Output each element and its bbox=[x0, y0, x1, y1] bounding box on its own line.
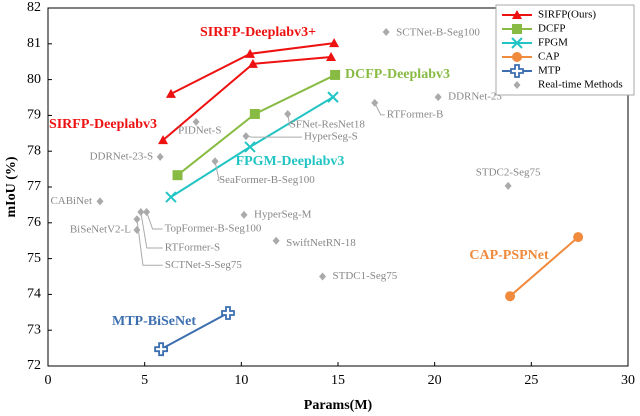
point-label: PIDNet-S bbox=[178, 124, 221, 136]
point bbox=[137, 208, 145, 217]
line-annotation: MTP-BiSeNet bbox=[112, 314, 196, 329]
series-line bbox=[509, 236, 579, 297]
point-label: SCTNet-S-Seg75 bbox=[165, 259, 243, 271]
leader-line bbox=[245, 135, 302, 138]
y-tick-label: 78 bbox=[27, 143, 41, 158]
point bbox=[504, 181, 512, 190]
point bbox=[330, 69, 341, 80]
y-axis-title: mIoU (%) bbox=[4, 156, 19, 217]
point-label: SwiftNetRN-18 bbox=[286, 237, 356, 249]
point bbox=[211, 157, 219, 166]
legend-label: FPGM bbox=[538, 37, 568, 49]
point-label: RTFormer-B bbox=[387, 108, 444, 120]
point bbox=[272, 236, 280, 245]
y-tick-label: 81 bbox=[27, 36, 41, 51]
point-label: SFNet-ResNet18 bbox=[290, 118, 366, 130]
legend-marker bbox=[512, 10, 522, 19]
point bbox=[326, 52, 337, 62]
point-label: SeaFormer-B-Seg100 bbox=[219, 174, 315, 186]
legend-marker bbox=[513, 81, 521, 89]
point-label: DDRNet-23 bbox=[448, 91, 502, 103]
series-line bbox=[160, 312, 229, 351]
point-label: RTFormer-S bbox=[165, 242, 220, 254]
leader-line bbox=[287, 113, 291, 126]
point bbox=[154, 342, 168, 357]
y-tick-label: 80 bbox=[27, 72, 41, 87]
point-label: STDC2-Seg75 bbox=[476, 166, 541, 178]
legend-marker bbox=[511, 37, 523, 49]
leader-line bbox=[140, 211, 163, 249]
point bbox=[172, 170, 183, 181]
y-tick-label: 82 bbox=[27, 0, 41, 15]
point-label: CABiNet bbox=[50, 195, 92, 207]
point bbox=[245, 48, 256, 58]
x-axis-title: Params(M) bbox=[304, 398, 373, 413]
point-label: HyperSeg-S bbox=[304, 131, 358, 143]
legend-marker bbox=[512, 24, 522, 34]
point bbox=[505, 291, 516, 302]
legend-label: MTP bbox=[538, 65, 561, 77]
point bbox=[158, 135, 169, 145]
leader-line bbox=[374, 102, 385, 116]
y-tick-label: 77 bbox=[27, 179, 41, 194]
line-annotation: SIRFP-Deeplabv3+ bbox=[200, 25, 316, 40]
legend-marker bbox=[512, 52, 522, 62]
point bbox=[242, 132, 250, 141]
point bbox=[249, 108, 260, 119]
point bbox=[143, 208, 151, 217]
point bbox=[327, 91, 339, 103]
point-label: BiSeNetV2-L bbox=[70, 223, 131, 235]
point bbox=[165, 191, 177, 203]
x-tick-label: 5 bbox=[141, 373, 148, 388]
point bbox=[434, 93, 442, 102]
legend-marker bbox=[510, 64, 524, 78]
point-label: DDRNet-23-S bbox=[90, 150, 154, 162]
point bbox=[133, 215, 141, 224]
y-tick-label: 76 bbox=[27, 215, 41, 230]
point bbox=[156, 152, 164, 161]
legend-label: DCFP bbox=[538, 23, 566, 35]
line-annotation: FPGM-Deeplabv3 bbox=[236, 154, 345, 169]
line-annotation: DCFP-Deeplabv3 bbox=[345, 67, 450, 82]
x-tick-label: 30 bbox=[621, 373, 635, 388]
point bbox=[371, 98, 379, 107]
line-annotation: SIRFP-Deeplabv3 bbox=[49, 117, 157, 132]
point bbox=[329, 38, 340, 48]
point bbox=[319, 272, 327, 281]
point bbox=[573, 232, 584, 243]
point bbox=[192, 117, 200, 126]
leader-line bbox=[136, 219, 163, 266]
point bbox=[240, 210, 248, 219]
point bbox=[244, 141, 256, 153]
point bbox=[284, 109, 292, 118]
x-tick-label: 25 bbox=[524, 373, 538, 388]
y-tick-label: 73 bbox=[27, 322, 41, 337]
point bbox=[133, 225, 141, 234]
legend-label: CAP bbox=[538, 51, 559, 63]
legend-label: Real-time Methods bbox=[538, 79, 623, 91]
point bbox=[165, 88, 176, 98]
legend-box bbox=[495, 4, 635, 96]
y-tick-label: 79 bbox=[27, 108, 41, 123]
x-tick-label: 20 bbox=[428, 373, 442, 388]
point-label: TopFormer-B-Seg100 bbox=[165, 223, 262, 235]
line-annotation: CAP-PSPNet bbox=[469, 248, 549, 263]
y-tick-label: 74 bbox=[27, 287, 41, 302]
y-tick-label: 75 bbox=[27, 251, 41, 266]
point bbox=[382, 27, 390, 36]
y-tick-label: 72 bbox=[27, 358, 41, 373]
point bbox=[96, 197, 104, 206]
x-tick-label: 15 bbox=[331, 373, 345, 388]
point bbox=[221, 306, 235, 320]
point-label: SCTNet-B-Seg100 bbox=[396, 27, 480, 39]
point-label: STDC1-Seg75 bbox=[333, 270, 398, 282]
leader-line bbox=[214, 161, 220, 181]
point bbox=[247, 58, 258, 68]
legend-label: SIRFP(Ours) bbox=[538, 9, 596, 21]
point-label: HyperSeg-M bbox=[254, 208, 312, 220]
leader-line bbox=[146, 211, 163, 230]
x-tick-label: 10 bbox=[234, 373, 248, 388]
x-tick-label: 0 bbox=[45, 373, 52, 388]
